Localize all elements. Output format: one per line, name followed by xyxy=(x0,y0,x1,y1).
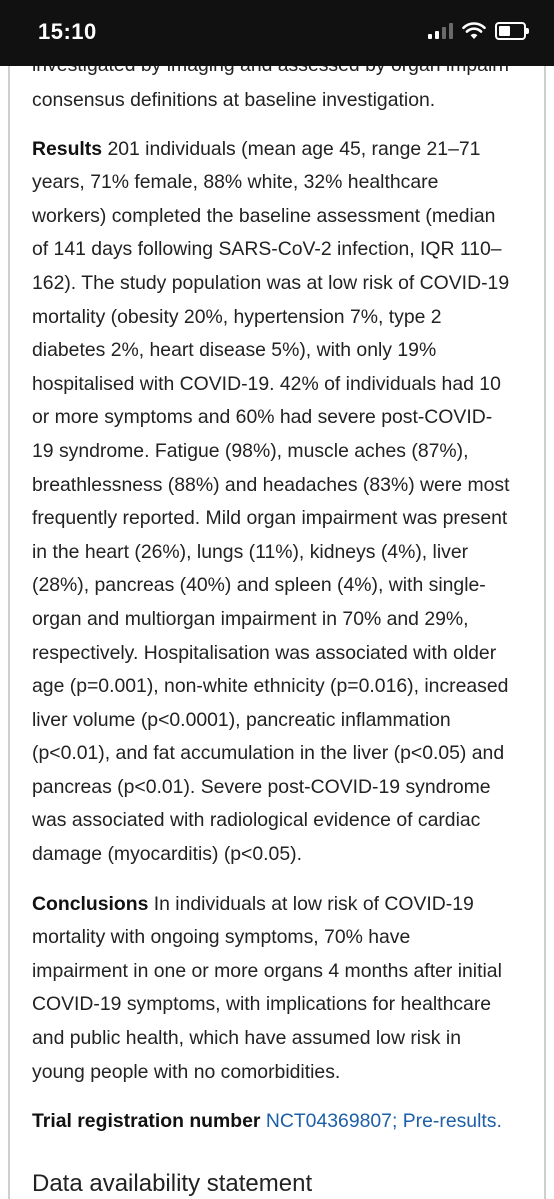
page-edge-right xyxy=(544,66,546,1199)
results-text: 201 individuals (mean age 45, range 21–7… xyxy=(32,137,510,866)
wifi-icon xyxy=(462,22,486,39)
clipped-line: investigated by imaging and assessed by … xyxy=(32,66,510,84)
results-paragraph: Results 201 individuals (mean age 45, ra… xyxy=(32,133,510,872)
trial-registration-label: Trial registration number xyxy=(32,1110,261,1133)
trial-registration-link[interactable]: NCT04369807; Pre-results. xyxy=(265,1110,502,1133)
results-label: Results xyxy=(32,137,103,160)
methods-text-end: consensus definitions at baseline invest… xyxy=(32,89,436,111)
abstract-content: investigated by imaging and assessed by … xyxy=(32,66,510,1139)
conclusions-paragraph: Conclusions In individuals at low risk o… xyxy=(32,888,510,1090)
conclusions-label: Conclusions xyxy=(32,892,149,915)
page-edge-left xyxy=(8,66,10,1199)
data-availability-heading: Data availability statement xyxy=(32,1170,313,1197)
status-time: 15:10 xyxy=(38,19,97,44)
status-icons xyxy=(428,22,529,40)
status-bar: 15:10 xyxy=(0,0,554,66)
battery-icon xyxy=(495,22,529,40)
cellular-signal-icon xyxy=(428,23,453,39)
trial-registration-paragraph: Trial registration number NCT04369807; P… xyxy=(32,1105,510,1139)
conclusions-text: In individuals at low risk of COVID-19 m… xyxy=(32,892,502,1083)
